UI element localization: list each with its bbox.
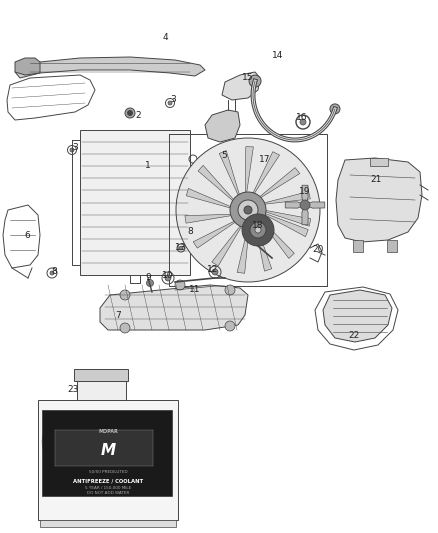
Circle shape	[230, 192, 266, 228]
Polygon shape	[219, 150, 242, 204]
Circle shape	[300, 119, 306, 125]
Text: 15: 15	[242, 74, 254, 83]
Circle shape	[176, 138, 320, 282]
Text: M: M	[100, 443, 116, 458]
Polygon shape	[336, 158, 422, 242]
Text: 50/50 PREDILUTED: 50/50 PREDILUTED	[88, 470, 127, 474]
Text: 21: 21	[370, 175, 381, 184]
Polygon shape	[255, 213, 294, 259]
Bar	[73, 422, 98, 443]
Polygon shape	[198, 165, 240, 207]
Bar	[55, 430, 153, 466]
Circle shape	[120, 290, 130, 300]
Text: 8: 8	[187, 228, 193, 237]
Polygon shape	[256, 210, 308, 237]
Circle shape	[255, 227, 261, 233]
Bar	[80, 130, 190, 275]
Bar	[353, 240, 363, 252]
Text: 6: 6	[24, 230, 30, 239]
Circle shape	[175, 280, 185, 290]
Polygon shape	[193, 216, 244, 248]
Circle shape	[125, 108, 135, 118]
Polygon shape	[252, 167, 300, 203]
Polygon shape	[305, 202, 325, 208]
Text: 18: 18	[252, 221, 264, 230]
Bar	[77, 378, 126, 400]
Circle shape	[179, 246, 183, 250]
Bar	[40, 520, 176, 527]
Text: ANTIFREEZE / COOLANT: ANTIFREEZE / COOLANT	[73, 479, 143, 483]
Bar	[387, 240, 397, 252]
Text: 11: 11	[189, 285, 201, 294]
Text: MOPAR: MOPAR	[98, 429, 118, 434]
Polygon shape	[15, 58, 40, 75]
Bar	[38, 400, 178, 520]
Text: 14: 14	[272, 51, 284, 60]
Polygon shape	[222, 72, 260, 100]
Polygon shape	[254, 191, 311, 205]
Text: 9: 9	[145, 273, 151, 282]
Circle shape	[120, 323, 130, 333]
Text: 16: 16	[296, 114, 308, 123]
Circle shape	[250, 222, 266, 238]
Text: 8: 8	[51, 268, 57, 277]
Circle shape	[188, 230, 192, 234]
Text: 5 YEAR / 150,000 MILE: 5 YEAR / 150,000 MILE	[85, 486, 131, 490]
Text: 2: 2	[135, 110, 141, 119]
Text: 22: 22	[348, 330, 360, 340]
Polygon shape	[249, 152, 279, 202]
Text: 13: 13	[175, 243, 187, 252]
Circle shape	[212, 269, 218, 275]
Circle shape	[300, 200, 310, 210]
Polygon shape	[253, 216, 272, 271]
Text: 17: 17	[259, 156, 271, 165]
Circle shape	[238, 200, 258, 220]
Text: 5: 5	[221, 150, 227, 159]
Text: 4: 4	[162, 34, 168, 43]
Polygon shape	[302, 205, 308, 225]
Circle shape	[168, 101, 172, 105]
Circle shape	[50, 271, 54, 275]
Polygon shape	[245, 147, 254, 203]
Bar	[74, 369, 127, 381]
Polygon shape	[256, 208, 311, 227]
Circle shape	[330, 104, 340, 114]
Circle shape	[165, 275, 171, 281]
Text: 7: 7	[115, 311, 121, 320]
Bar	[370, 158, 388, 166]
Circle shape	[70, 148, 74, 152]
Circle shape	[225, 321, 235, 331]
Text: 23: 23	[67, 385, 79, 394]
Text: DO NOT ADD WATER: DO NOT ADD WATER	[87, 491, 129, 495]
Bar	[42, 409, 173, 496]
Polygon shape	[285, 202, 305, 208]
Circle shape	[249, 75, 261, 87]
Text: 10: 10	[162, 271, 174, 279]
Polygon shape	[302, 185, 308, 205]
Polygon shape	[100, 285, 248, 330]
Polygon shape	[323, 290, 392, 342]
Polygon shape	[212, 218, 247, 266]
Circle shape	[146, 279, 153, 287]
Polygon shape	[185, 214, 241, 223]
Circle shape	[127, 110, 133, 116]
Text: 19: 19	[299, 188, 311, 197]
Polygon shape	[205, 110, 240, 142]
Text: 3: 3	[72, 142, 78, 151]
Bar	[169, 134, 327, 286]
Polygon shape	[186, 189, 240, 211]
Text: 1: 1	[145, 160, 151, 169]
Text: 12: 12	[207, 265, 219, 274]
Text: 3: 3	[170, 95, 176, 104]
Text: 20: 20	[312, 246, 324, 254]
Polygon shape	[237, 217, 250, 273]
Circle shape	[244, 206, 252, 214]
Polygon shape	[15, 57, 205, 78]
Circle shape	[242, 214, 274, 246]
Circle shape	[225, 285, 235, 295]
